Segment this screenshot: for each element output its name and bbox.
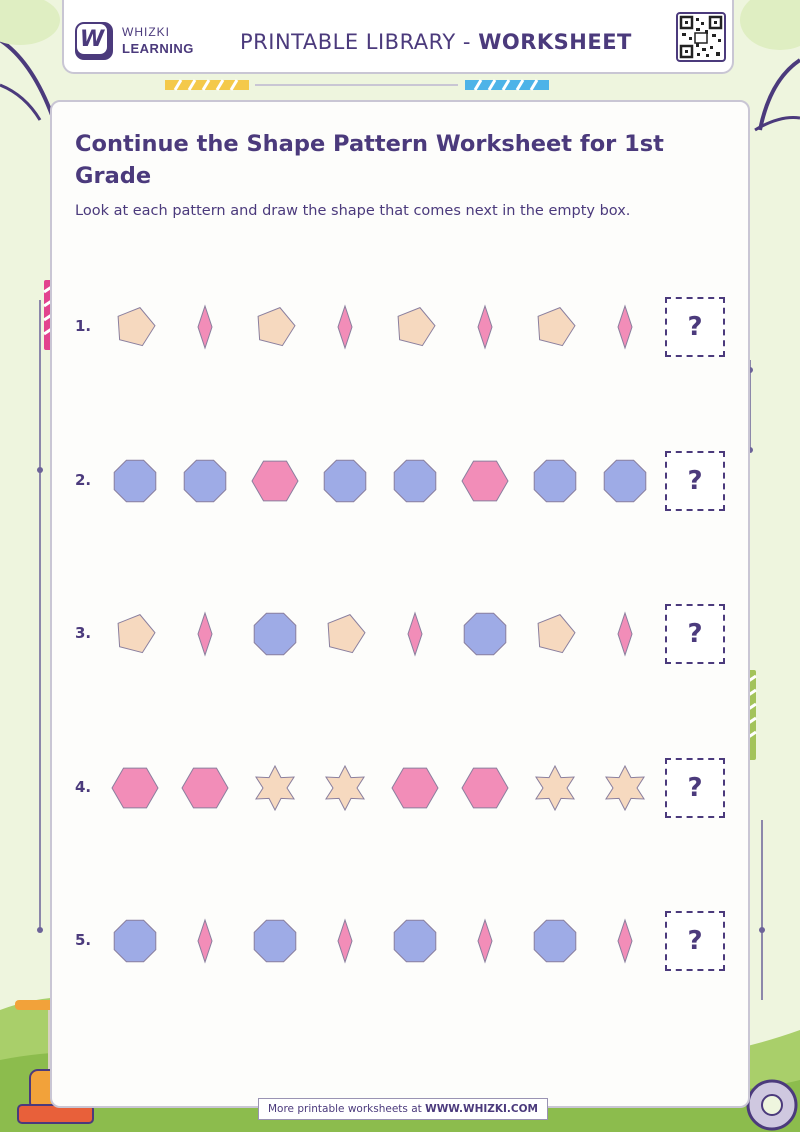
- logo-letter: W: [77, 24, 107, 54]
- hexagon-shape: [391, 767, 439, 809]
- rhombus-shape: [337, 918, 353, 964]
- hexagon-shape: [251, 460, 299, 502]
- octagon-shape: [323, 459, 367, 503]
- row-number: 4.: [75, 778, 92, 796]
- octagon-shape: [533, 459, 577, 503]
- row-number: 2.: [75, 471, 92, 489]
- octagon-shape: [253, 919, 297, 963]
- rhombus-shape: [617, 611, 633, 657]
- worksheet-instructions: Look at each pattern and draw the shape …: [75, 203, 631, 219]
- octagon-shape: [113, 459, 157, 503]
- worksheet-title: Continue the Shape Pattern Worksheet for…: [75, 131, 664, 189]
- header-title-bold: WORKSHEET: [478, 30, 632, 54]
- answer-box[interactable]: ?: [665, 451, 725, 511]
- rhombus-shape: [617, 304, 633, 350]
- question-mark: ?: [687, 773, 703, 803]
- star-shape: [255, 764, 295, 812]
- row-number: 1.: [75, 317, 92, 335]
- hexagon-shape: [111, 767, 159, 809]
- answer-box[interactable]: ?: [665, 297, 725, 357]
- qr-code-icon: [676, 12, 726, 62]
- footer-link[interactable]: WWW.WHIZKI.COM: [425, 1103, 538, 1115]
- pentagon-shape: [117, 614, 156, 654]
- octagon-shape: [113, 919, 157, 963]
- hexagon-shape: [181, 767, 229, 809]
- octagon-shape: [603, 459, 647, 503]
- pentagon-shape: [537, 614, 576, 654]
- octagon-shape: [183, 459, 227, 503]
- question-mark: ?: [687, 312, 703, 342]
- rhombus-shape: [617, 918, 633, 964]
- answer-box[interactable]: ?: [665, 911, 725, 971]
- pentagon-shape: [257, 307, 296, 347]
- row-number: 5.: [75, 931, 92, 949]
- octagon-shape: [253, 612, 297, 656]
- header-panel: [62, 0, 734, 74]
- question-mark: ?: [687, 466, 703, 496]
- octagon-shape: [393, 919, 437, 963]
- footer-banner[interactable]: More printable worksheets at WWW.WHIZKI.…: [258, 1098, 548, 1120]
- header-title-prefix: PRINTABLE LIBRARY -: [240, 30, 479, 54]
- rhombus-shape: [197, 304, 213, 350]
- rhombus-shape: [197, 611, 213, 657]
- answer-box[interactable]: ?: [665, 604, 725, 664]
- answer-box[interactable]: ?: [665, 758, 725, 818]
- hexagon-shape: [461, 767, 509, 809]
- pentagon-shape: [397, 307, 436, 347]
- rhombus-shape: [477, 304, 493, 350]
- question-mark: ?: [687, 619, 703, 649]
- pentagon-shape: [117, 307, 156, 347]
- pentagon-shape: [537, 307, 576, 347]
- star-shape: [605, 764, 645, 812]
- octagon-shape: [533, 919, 577, 963]
- brand-name-line1: WHIZKI: [122, 25, 170, 39]
- footer-text: More printable worksheets at: [267, 1103, 426, 1115]
- rhombus-shape: [337, 304, 353, 350]
- star-shape: [325, 764, 365, 812]
- whizki-logo: W: [75, 22, 113, 60]
- octagon-shape: [393, 459, 437, 503]
- brand-name-line2: LEARNING: [122, 41, 194, 56]
- rhombus-shape: [477, 918, 493, 964]
- rhombus-shape: [407, 611, 423, 657]
- star-shape: [535, 764, 575, 812]
- octagon-shape: [463, 612, 507, 656]
- hexagon-shape: [461, 460, 509, 502]
- rhombus-shape: [197, 918, 213, 964]
- header-title: PRINTABLE LIBRARY - WORKSHEET: [240, 30, 632, 54]
- question-mark: ?: [687, 926, 703, 956]
- pentagon-shape: [327, 614, 366, 654]
- row-number: 3.: [75, 624, 92, 642]
